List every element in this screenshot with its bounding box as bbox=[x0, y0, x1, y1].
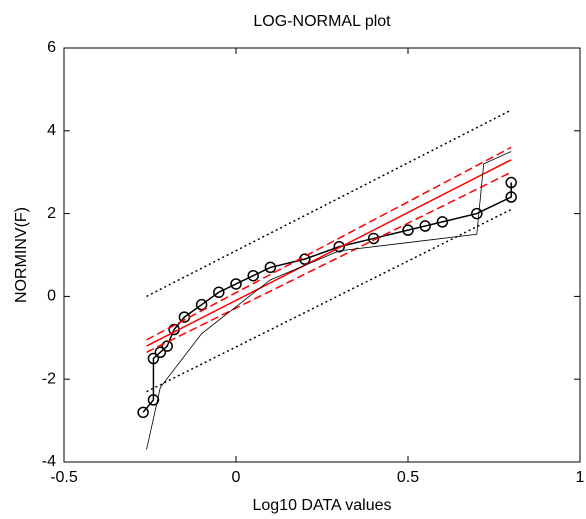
data-line bbox=[146, 146, 512, 341]
y-tick-label: -2 bbox=[42, 370, 56, 387]
data-point bbox=[333, 240, 345, 253]
y-tick-label: 0 bbox=[47, 288, 56, 305]
data-point bbox=[161, 340, 173, 352]
data-line bbox=[146, 109, 512, 298]
data-line bbox=[146, 159, 512, 347]
chart-title: LOG-NORMAL plot bbox=[253, 13, 391, 30]
y-tick-label: 2 bbox=[47, 205, 56, 222]
x-axis-label: Log10 DATA values bbox=[252, 497, 391, 514]
data-point bbox=[419, 220, 431, 232]
data-point bbox=[264, 261, 277, 274]
data-point bbox=[147, 352, 160, 365]
data-point bbox=[154, 346, 167, 359]
data-point bbox=[213, 286, 225, 299]
data-point bbox=[436, 216, 449, 228]
data-point bbox=[505, 191, 517, 203]
data-line bbox=[146, 151, 512, 450]
data-point bbox=[230, 278, 242, 290]
x-tick-label: 0 bbox=[232, 469, 241, 486]
data-point bbox=[247, 269, 259, 282]
plot-frame bbox=[63, 47, 581, 463]
data-line bbox=[142, 182, 512, 413]
data-point bbox=[505, 176, 517, 189]
x-tick-label: 0.5 bbox=[397, 469, 419, 486]
x-tick-label: -0.5 bbox=[50, 469, 78, 486]
y-tick-label: 4 bbox=[47, 122, 56, 139]
data-point bbox=[471, 207, 483, 220]
data-point bbox=[137, 406, 149, 419]
data-point bbox=[195, 298, 208, 311]
y-tick-label: -4 bbox=[42, 453, 56, 470]
x-tick-label: 1 bbox=[576, 469, 585, 486]
data-point bbox=[402, 224, 414, 236]
data-point bbox=[147, 394, 160, 406]
data-line bbox=[146, 171, 512, 353]
y-axis-label: NORMINV(F) bbox=[13, 207, 30, 303]
y-tick-label: 6 bbox=[47, 39, 56, 56]
